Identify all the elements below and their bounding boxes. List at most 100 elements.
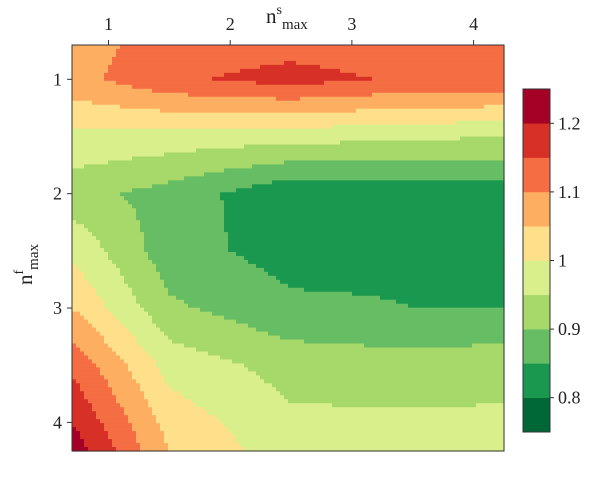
contour-cell — [152, 176, 157, 181]
contour-cell — [408, 108, 413, 114]
contour-cell — [472, 168, 477, 173]
contour-cell — [272, 52, 277, 58]
contour-cell — [448, 124, 453, 130]
contour-cell — [500, 120, 505, 126]
contour-cell — [192, 56, 197, 62]
contour-cell — [356, 132, 361, 138]
contour-cell — [332, 188, 337, 193]
contour-cell — [392, 60, 397, 66]
contour-cell — [216, 68, 221, 74]
contour-cell — [440, 176, 445, 181]
contour-cell — [72, 45, 77, 50]
contour-cell — [252, 88, 257, 94]
contour-cell — [144, 120, 149, 126]
contour-cell — [216, 64, 221, 70]
contour-cell — [100, 156, 105, 162]
contour-cell — [332, 148, 337, 154]
contour-cell — [464, 204, 469, 209]
contour-cell — [324, 224, 329, 229]
contour-cell — [72, 68, 77, 74]
contour-cell — [240, 84, 245, 90]
contour-cell — [312, 120, 317, 126]
contour-cell — [88, 164, 93, 169]
contour-cell — [212, 196, 217, 201]
contour-cell — [284, 112, 289, 118]
contour-cell — [392, 148, 397, 154]
contour-cell — [156, 156, 161, 162]
contour-cell — [500, 96, 505, 102]
contour-cell — [384, 68, 389, 74]
contour-cell — [288, 196, 293, 201]
contour-cell — [372, 60, 377, 66]
contour-cell — [152, 196, 157, 201]
contour-cell — [464, 192, 469, 197]
contour-cell — [408, 68, 413, 74]
contour-cell — [160, 116, 165, 122]
contour-cell — [156, 45, 161, 50]
contour-cell — [368, 164, 373, 169]
contour-cell — [464, 45, 469, 50]
contour-cell — [440, 152, 445, 158]
contour-cell — [372, 116, 377, 122]
contour-cell — [352, 124, 357, 130]
contour-cell — [196, 92, 201, 98]
contour-cell — [300, 116, 305, 122]
contour-cell — [128, 120, 133, 126]
contour-cell — [420, 160, 425, 166]
contour-cell — [164, 112, 169, 118]
contour-cell — [208, 116, 213, 122]
contour-cell — [240, 184, 245, 189]
contour-cell — [340, 196, 345, 201]
contour-cell — [448, 64, 453, 70]
contour-cell — [192, 116, 197, 122]
contour-cell — [424, 124, 429, 130]
contour-cell — [320, 120, 325, 126]
contour-cell — [160, 104, 165, 110]
contour-cell — [240, 116, 245, 122]
contour-cell — [144, 96, 149, 102]
contour-cell — [192, 124, 197, 130]
contour-cell — [416, 84, 421, 90]
contour-cell — [272, 92, 277, 98]
contour-cell — [360, 204, 365, 209]
contour-cell — [136, 160, 141, 166]
contour-cell — [96, 164, 101, 169]
contour-cell — [188, 116, 193, 122]
contour-cell — [272, 84, 277, 90]
contour-cell — [180, 144, 185, 150]
contour-cell — [228, 188, 233, 193]
contour-cell — [360, 160, 365, 166]
contour-cell — [100, 84, 105, 90]
contour-cell — [368, 48, 373, 54]
contour-cell — [144, 92, 149, 98]
contour-cell — [104, 76, 109, 82]
contour-cell — [440, 216, 445, 221]
contour-cell — [212, 224, 217, 229]
contour-cell — [244, 144, 249, 150]
contour-cell — [380, 200, 385, 205]
contour-cell — [80, 72, 85, 78]
contour-cell — [492, 148, 497, 154]
contour-cell — [484, 220, 489, 225]
contour-cell — [464, 88, 469, 94]
contour-cell — [72, 220, 77, 225]
contour-cell — [328, 52, 333, 58]
contour-cell — [224, 156, 229, 162]
contour-cell — [100, 176, 105, 181]
contour-cell — [400, 204, 405, 209]
contour-cell — [288, 192, 293, 197]
contour-cell — [416, 160, 421, 166]
contour-cell — [424, 220, 429, 225]
contour-cell — [396, 116, 401, 122]
contour-cell — [104, 116, 109, 122]
contour-cell — [232, 120, 237, 126]
contour-cell — [144, 100, 149, 106]
contour-cell — [388, 156, 393, 162]
contour-cell — [272, 112, 277, 118]
contour-cell — [80, 68, 85, 74]
contour-cell — [432, 84, 437, 90]
contour-cell — [404, 152, 409, 158]
contour-cell — [272, 156, 277, 162]
contour-cell — [424, 45, 429, 50]
contour-cell — [264, 160, 269, 166]
